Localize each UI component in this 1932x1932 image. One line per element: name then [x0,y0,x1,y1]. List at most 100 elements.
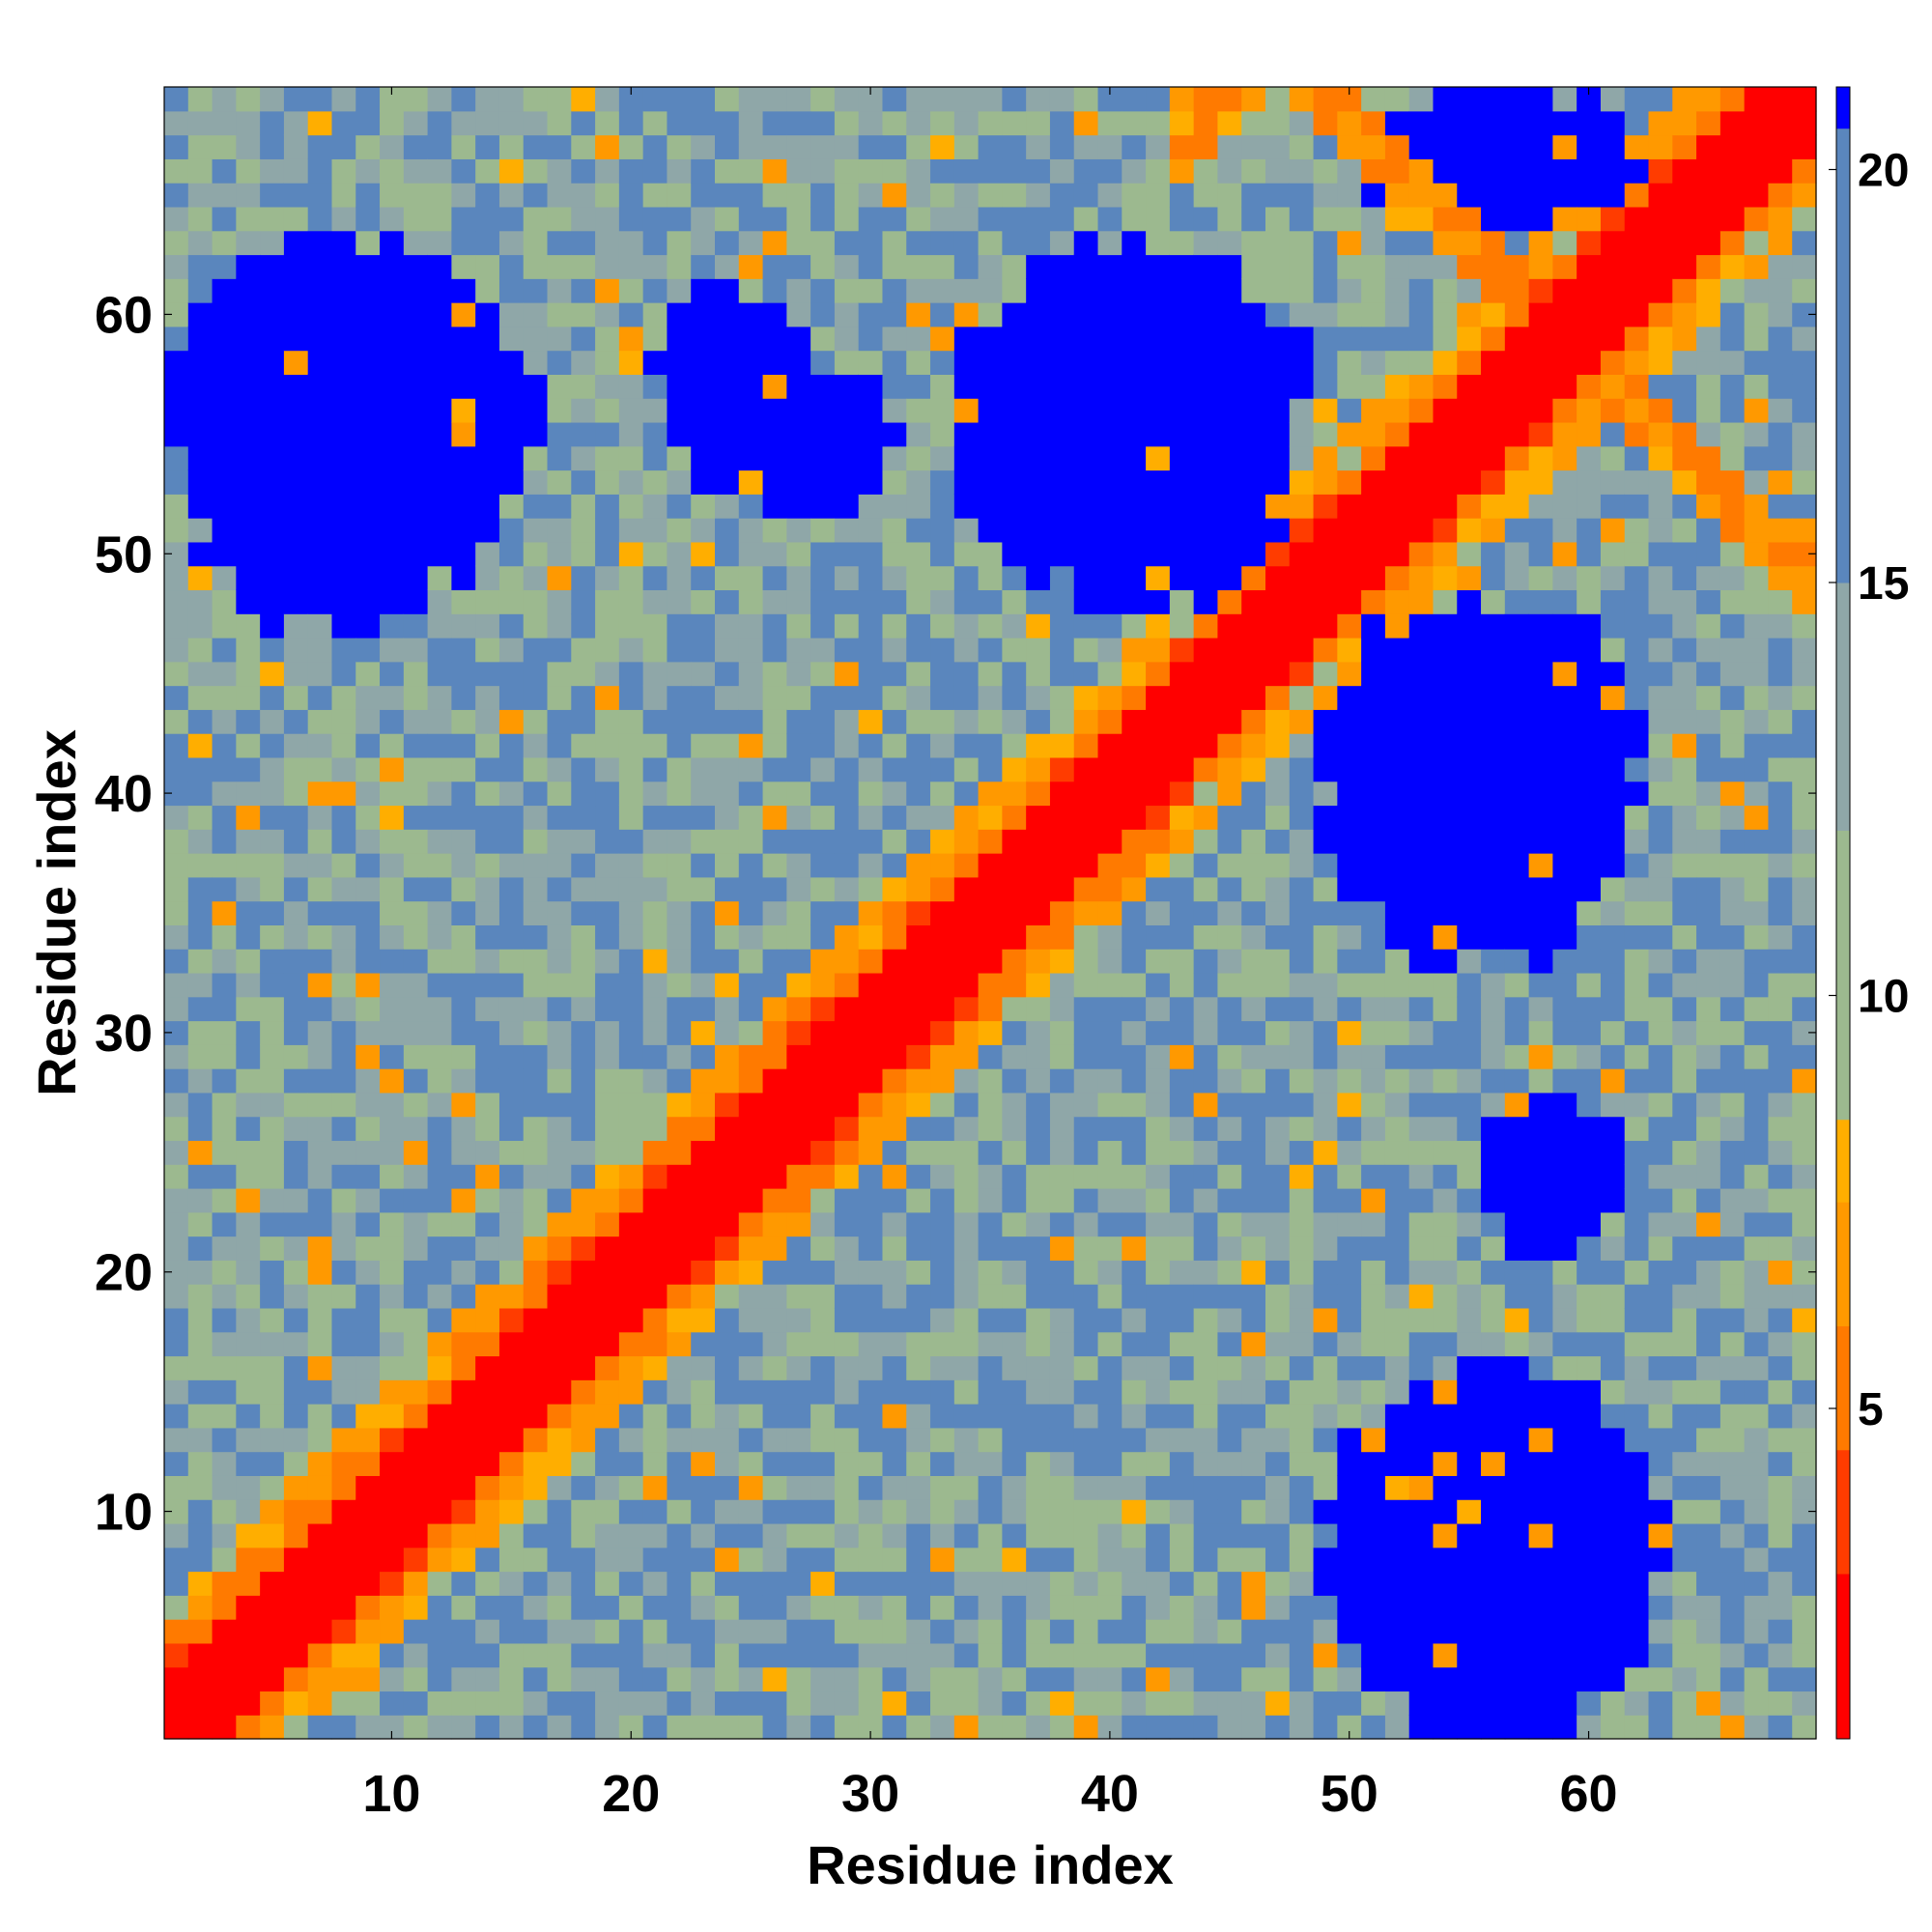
heatmap-cell [236,1284,261,1309]
heatmap-cell [427,445,452,471]
heatmap-cell [164,1044,189,1069]
heatmap-cell [667,302,692,327]
heatmap-cell [571,278,596,303]
heatmap-cell [1433,350,1458,375]
heatmap-cell [930,565,955,591]
heatmap-cell [738,1690,764,1716]
heatmap-cell [523,565,549,591]
heatmap-cell [260,829,285,854]
heatmap-cell [1719,254,1746,279]
heatmap-cell [1265,350,1291,375]
heatmap-cell [1624,1595,1650,1620]
heatmap-cell [1457,1020,1482,1045]
heatmap-cell [260,565,285,591]
heatmap-cell [1122,1020,1147,1045]
heatmap-cell [1265,541,1291,567]
heatmap-cell [236,1642,261,1668]
heatmap-cell [283,278,309,303]
heatmap-cell [164,87,189,112]
heatmap-cell [1552,638,1577,663]
heatmap-cell [595,949,620,974]
heatmap-cell [1193,1427,1219,1453]
heatmap-cell [236,87,261,112]
heatmap-cell [1169,1547,1195,1573]
heatmap-cell [1217,613,1242,639]
heatmap-cell [691,589,716,614]
heatmap-cell [953,1642,980,1668]
heatmap-cell [786,1284,811,1309]
heatmap-cell [331,374,356,399]
heatmap-cell [451,1404,476,1429]
heatmap-cell [953,110,980,136]
heatmap-cell [1696,685,1721,710]
heatmap-cell [1696,398,1721,423]
heatmap-cell [1073,1140,1099,1165]
heatmap-cell [1122,183,1147,208]
heatmap-cell [642,1164,668,1189]
heatmap-cell [906,1715,931,1740]
heatmap-cell [1337,230,1362,256]
heatmap-cell [667,1690,692,1716]
heatmap-cell [1481,756,1506,782]
heatmap-cell [1384,1020,1410,1045]
heatmap-cell [451,829,476,854]
heatmap-cell [1169,661,1195,687]
heatmap-cell [1481,1044,1506,1069]
heatmap-cell [906,302,931,327]
heatmap-cell [260,1116,285,1142]
heatmap-cell [1768,230,1793,256]
heatmap-cell [236,805,261,830]
heatmap-cell [667,1307,692,1333]
heatmap-cell [523,613,549,639]
heatmap-cell [1097,1236,1122,1261]
heatmap-cell [571,1595,596,1620]
heatmap-cell [523,1404,549,1429]
heatmap-cell [1719,1164,1746,1189]
heatmap-cell [283,421,309,447]
heatmap-cell [355,900,381,925]
heatmap-cell [1217,829,1242,854]
heatmap-cell [1528,1092,1553,1118]
heatmap-cell [1481,1284,1506,1309]
heatmap-cell [1768,972,1793,998]
heatmap-cell [1600,1331,1626,1357]
heatmap-cell [667,1068,692,1094]
heatmap-cell [1265,206,1291,232]
heatmap-cell [1146,1355,1171,1380]
heatmap-cell [1481,183,1506,208]
heatmap-cell [1384,1307,1410,1333]
heatmap-cell [1624,230,1650,256]
heatmap-cell [427,900,452,925]
heatmap-cell [380,589,405,614]
heatmap-cell [715,756,740,782]
heatmap-cell [1744,781,1770,807]
heatmap-cell [427,661,452,687]
heatmap-cell [762,756,787,782]
heatmap-cell [978,326,1003,352]
heatmap-cell [930,1547,955,1573]
heatmap-cell [547,1404,572,1429]
heatmap-cell [307,1355,333,1380]
heatmap-cell [1457,1427,1482,1453]
heatmap-cell [786,469,811,495]
heatmap-cell [930,1140,955,1165]
heatmap-cell [715,733,740,758]
heatmap-cell [1265,1499,1291,1524]
heatmap-cell [1504,134,1530,159]
heatmap-cell [380,1404,405,1429]
heatmap-cell [1193,1260,1219,1285]
heatmap-cell [1337,398,1362,423]
heatmap-cell [1672,638,1697,663]
heatmap-cell [1146,1619,1171,1644]
heatmap-cell [1169,374,1195,399]
heatmap-cell [762,541,787,567]
heatmap-cell [475,469,500,495]
heatmap-cell [1193,87,1219,112]
heatmap-cell [930,1188,955,1213]
heatmap-cell [1792,445,1817,471]
heatmap-cell [1169,1642,1195,1668]
heatmap-cell [906,972,931,998]
heatmap-cell [403,1475,429,1500]
heatmap-cell [1719,110,1746,136]
heatmap-cell [1792,1044,1817,1069]
